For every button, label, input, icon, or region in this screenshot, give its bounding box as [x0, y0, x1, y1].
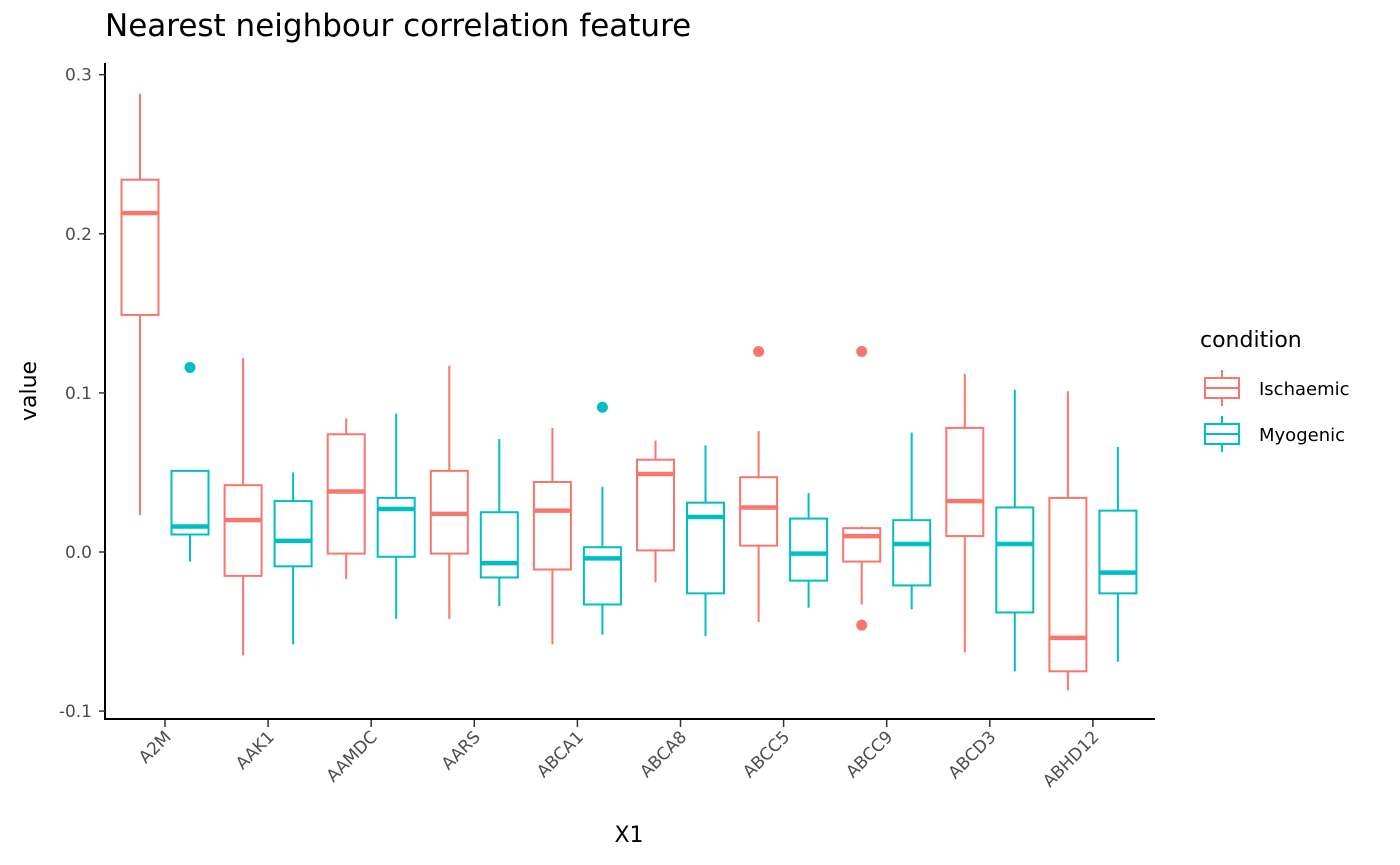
y-tick-label: 0.1 [65, 384, 92, 404]
box-iqr [892, 519, 932, 587]
y-tick-label: -0.1 [59, 702, 92, 722]
x-tick-label: ABCA8 [636, 727, 691, 782]
legend-label: Myogenic [1259, 425, 1345, 446]
x-tick-label: A2M [135, 727, 175, 767]
box-ischaemic-abcc9 [842, 346, 882, 631]
box-iqr [532, 480, 572, 571]
box-iqr [582, 546, 622, 606]
outlier-point [856, 346, 868, 358]
box-iqr [739, 476, 779, 547]
box-iqr [170, 469, 210, 536]
x-tick-label: AAK1 [232, 727, 278, 773]
box-ischaemic-a2m [120, 93, 160, 516]
box-iqr [120, 178, 160, 316]
box-myogenic-abhd12 [1098, 446, 1138, 662]
box-iqr [479, 511, 519, 579]
box-myogenic-abcc5 [789, 493, 829, 608]
box-iqr [376, 496, 416, 558]
x-tick-label: AAMDC [323, 727, 382, 786]
legend-item-ischaemic: Ischaemic [1204, 370, 1350, 406]
x-tick-label: ABCC9 [842, 727, 897, 782]
box-iqr [1048, 496, 1088, 673]
x-tick-label: ABCA1 [533, 727, 588, 782]
box-iqr [326, 433, 366, 555]
box-iqr [1098, 509, 1138, 595]
x-axis-title: X1 [614, 823, 643, 848]
outlier-point [596, 401, 608, 413]
outlier-point [184, 361, 196, 373]
box-iqr [995, 506, 1035, 614]
y-tick-label: 0.0 [65, 543, 92, 563]
outlier-point [753, 346, 765, 358]
box-ischaemic-abcd3 [945, 373, 985, 653]
box-ischaemic-abca1 [532, 427, 572, 645]
box-ischaemic-abcc5 [739, 346, 779, 623]
x-tick-label: ABHD12 [1039, 727, 1103, 791]
box-ischaemic-abhd12 [1048, 391, 1088, 691]
x-axis-ticks: A2M AAK1 AAMDC AARS ABCA1 ABCA8 ABCC5 ABCC9 ABCD… [135, 720, 1103, 792]
legend-title: condition [1200, 328, 1302, 353]
box-iqr [945, 426, 985, 538]
outlier-point [856, 619, 868, 631]
legend-label: Ischaemic [1259, 379, 1350, 400]
box-myogenic-abca8 [686, 445, 725, 637]
x-tick-label: AARS [438, 727, 485, 774]
box-ischaemic-aamdc [326, 418, 366, 580]
legend-item-myogenic: Myogenic [1204, 416, 1345, 452]
chart-title: Nearest neighbour correlation feature [105, 8, 692, 44]
y-axis-ticks: -0.1 0.0 0.1 0.2 0.3 [59, 66, 105, 722]
box-myogenic-abcd3 [995, 389, 1035, 672]
y-tick-label: 0.2 [65, 225, 92, 245]
box-myogenic-aak1 [273, 472, 313, 645]
box-iqr [273, 500, 313, 568]
box-iqr [223, 484, 263, 577]
box-ischaemic-aars [429, 365, 469, 619]
box-ischaemic-abca8 [636, 440, 675, 583]
box-iqr [789, 517, 829, 582]
box-myogenic-aars [479, 439, 519, 607]
x-tick-label: ABCC5 [739, 727, 794, 782]
x-tick-label: ABCD3 [945, 727, 1001, 783]
y-tick-label: 0.3 [65, 66, 92, 86]
box-ischaemic-aak1 [223, 357, 263, 656]
plot-area [120, 93, 1138, 691]
box-myogenic-aamdc [376, 413, 416, 619]
legend: condition Ischaemic Myogenic [1200, 328, 1350, 452]
y-axis-title: value [17, 361, 42, 421]
box-myogenic-abca1 [582, 401, 622, 635]
box-myogenic-abcc9 [892, 432, 932, 610]
box-myogenic-a2m [170, 361, 210, 562]
box-iqr [842, 527, 882, 563]
